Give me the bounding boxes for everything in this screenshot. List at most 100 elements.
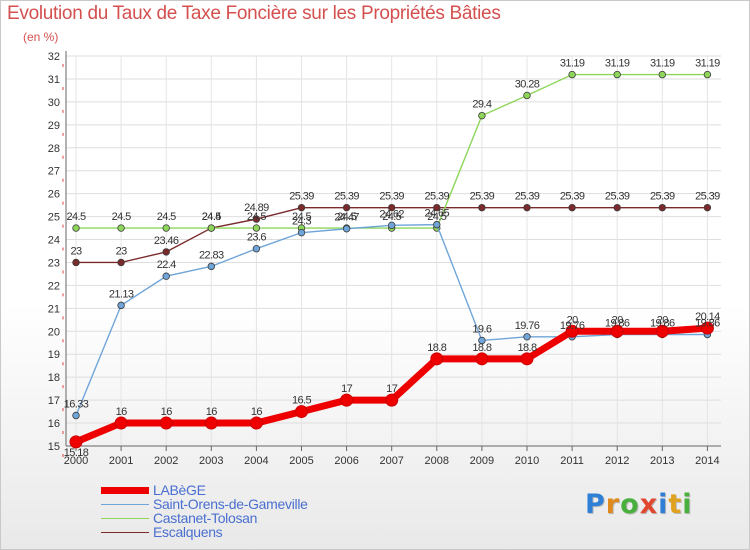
y-tick-label-18: 18 [48,372,60,384]
data-label-escalquens-2005: 25.39 [289,191,314,203]
data-label-castanet-tolosan-2002: 24.5 [157,211,176,223]
data-label-lab-ge-2014: 20.14 [695,311,720,323]
point-saint-orens-de-gameville-2002 [162,272,170,280]
brand-letter-4: i [658,489,669,520]
data-label-escalquens-2003: 24.4 [202,211,221,223]
y-tick-label-17: 17 [48,395,60,407]
x-tick-label-2012: 2012 [605,455,629,467]
point-lab-ge-2004 [249,416,263,430]
y-tick-label-16: 16 [48,418,60,430]
point-castanet-tolosan-2012 [613,70,621,79]
data-label-escalquens-2007: 25.39 [379,191,404,203]
data-label-castanet-tolosan-2014: 31.19 [695,58,720,70]
data-label-castanet-tolosan-2008: 24.5 [427,211,446,223]
data-label-saint-orens-de-gameville-2005: 24.3 [292,216,311,228]
data-label-saint-orens-de-gameville-2010: 19.76 [515,320,540,332]
data-label-escalquens-2014: 25.39 [695,191,720,203]
point-lab-ge-2010 [520,352,534,366]
data-label-castanet-tolosan-2000: 24.5 [66,211,85,223]
x-tick-label-2006: 2006 [334,455,358,467]
y-tick-label-21: 21 [48,303,60,315]
y-tick-label-32: 32 [48,51,60,63]
point-lab-ge-2000 [69,435,83,449]
point-lab-ge-2008 [430,352,444,366]
brand-letter-5: t [668,489,683,520]
legend-swatch-escalquens [101,532,149,533]
x-tick-label-2009: 2009 [470,455,494,467]
data-label-saint-orens-de-gameville-2009: 19.6 [472,323,491,335]
y-axis-ticks: 15 16 17 18 19 20 21 22 23 24 25 26 27 28 29 30 31 32 [48,51,64,457]
point-saint-orens-de-gameville-2010 [523,333,531,341]
x-tick-label-2002: 2002 [154,455,178,467]
y-tick-label-25: 25 [48,212,60,224]
data-label-castanet-tolosan-2013: 31.19 [650,58,675,70]
point-saint-orens-de-gameville-2004 [252,245,261,253]
x-axis-ticks: 2000 2001 2002 2003 2004 2005 2006 2007 2008 2009… [64,446,720,467]
point-castanet-tolosan-2014 [703,70,712,79]
x-tick-label-2005: 2005 [289,455,313,467]
y-tick-label-30: 30 [48,97,60,109]
data-label-lab-ge-2002: 16 [161,406,173,418]
legend-label-escalquens: Escalquens [153,524,223,540]
y-tick-label-19: 19 [48,349,60,361]
point-saint-orens-de-gameville-2003 [207,262,215,271]
point-lab-ge-2006 [340,393,354,407]
data-label-saint-orens-de-gameville-2001: 21.13 [109,288,134,300]
data-label-lab-ge-2012: 20 [612,314,624,326]
y-tick-label-20: 20 [48,326,60,338]
y-tick-label-26: 26 [48,189,60,201]
data-label-lab-ge-2008: 18.8 [427,342,446,354]
point-lab-ge-2013 [655,324,669,338]
data-label-saint-orens-de-gameville-2003: 22.83 [199,249,224,261]
data-label-lab-ge-2010: 18.8 [517,342,536,354]
data-label-castanet-tolosan-2003: 24.5 [202,211,221,223]
point-castanet-tolosan-2004 [252,224,261,232]
point-escalquens-2007 [388,203,396,212]
point-saint-orens-de-gameville-2008 [433,220,441,229]
data-label-lab-ge-2004: 16 [251,406,263,418]
point-saint-orens-de-gameville-2009 [478,336,486,345]
y-tick-label-27: 27 [48,166,60,178]
x-tick-label-2008: 2008 [425,455,449,467]
point-escalquens-2005 [297,203,306,212]
point-escalquens-2004 [252,215,261,223]
point-castanet-tolosan-2002 [162,224,170,232]
data-label-escalquens-2008: 25.39 [425,191,450,203]
data-label-saint-orens-de-gameville-2007: 24.62 [379,208,404,220]
point-lab-ge-2012 [610,324,624,338]
y-unit-label: (en %) [23,30,59,44]
data-label-lab-ge-2009: 18.8 [472,342,491,354]
point-escalquens-2012 [613,203,621,212]
legend-label-saint-orens: Saint-Orens-de-Gameville [153,496,308,512]
brand-letter-3: x [639,489,659,520]
point-castanet-tolosan-2010 [523,91,531,100]
chart-title: Evolution du Taux de Taxe Foncière sur l… [7,3,501,24]
point-lab-ge-2002 [159,416,173,430]
point-escalquens-2001 [117,258,125,267]
point-castanet-tolosan-2011 [568,70,576,79]
point-lab-ge-2009 [475,352,489,366]
brand-letter-0: P [585,489,606,520]
point-lab-ge-2001 [114,416,128,430]
point-saint-orens-de-gameville-2000 [72,411,80,420]
data-label-castanet-tolosan-2009: 29.4 [472,99,491,111]
point-lab-ge-2005 [295,405,308,419]
point-saint-orens-de-gameville-2005 [297,228,306,237]
data-label-saint-orens-de-gameville-2000: 16.33 [64,398,89,410]
point-castanet-tolosan-2009 [478,111,486,120]
data-label-castanet-tolosan-2001: 24.5 [112,211,131,223]
data-label-lab-ge-2001: 16 [116,406,128,418]
point-lab-ge-2003 [204,416,218,430]
x-tick-label-2007: 2007 [379,455,403,467]
x-tick-label-2003: 2003 [199,455,223,467]
data-label-lab-ge-2000: 15.18 [64,447,89,459]
data-label-escalquens-2011: 25.39 [560,191,585,203]
data-label-saint-orens-de-gameville-2002: 22.4 [157,259,176,271]
point-castanet-tolosan-2000 [72,224,80,232]
point-escalquens-2006 [342,203,351,212]
point-escalquens-2000 [72,258,80,267]
data-label-saint-orens-de-gameville-2012: 19.86 [605,318,630,330]
data-label-escalquens-2002: 23.46 [154,235,179,247]
